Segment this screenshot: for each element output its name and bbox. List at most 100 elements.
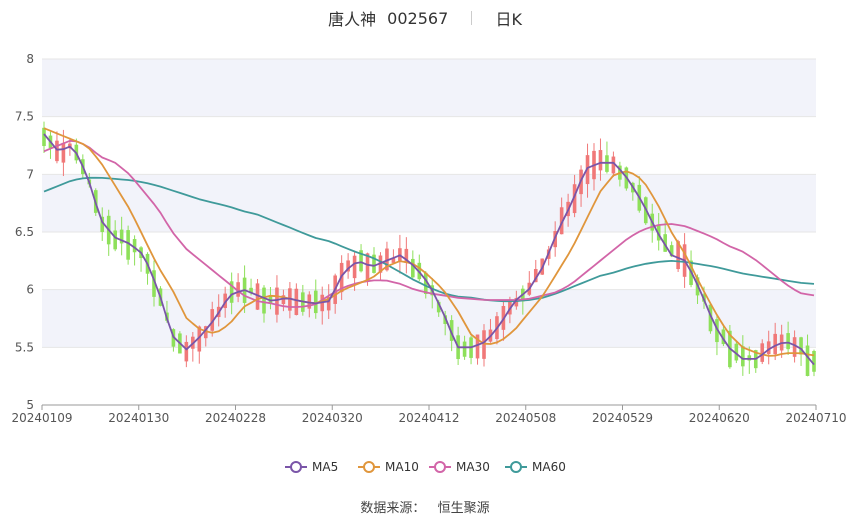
x-tick-label: 20240228 xyxy=(205,411,266,425)
source-name: 恒生聚源 xyxy=(437,501,490,516)
y-tick-label: 7.5 xyxy=(15,110,34,124)
legend-item-ma60[interactable]: MA60 xyxy=(505,460,566,474)
candle-body xyxy=(799,337,803,355)
candle-body xyxy=(281,295,286,305)
y-tick-label: 7 xyxy=(26,167,34,181)
candle-body xyxy=(119,229,124,244)
candle-body xyxy=(346,260,350,272)
legend-marker xyxy=(434,461,446,473)
x-axis: 20240109 20240130 20240228 20240320 20240412… xyxy=(11,404,847,425)
candle-body xyxy=(313,290,318,314)
band xyxy=(42,59,816,117)
legend-label: MA5 xyxy=(312,460,338,474)
candle-body xyxy=(229,281,234,303)
candle-body xyxy=(792,337,797,357)
candle-body xyxy=(721,329,726,345)
y-tick-label: 5 xyxy=(26,398,34,412)
candle-body xyxy=(61,142,66,163)
candle-body xyxy=(152,270,156,297)
band xyxy=(42,289,816,348)
candle-body xyxy=(210,309,215,331)
legend-item-ma30[interactable]: MA30 xyxy=(429,460,490,474)
legend-item-ma10[interactable]: MA10 xyxy=(358,460,419,474)
x-tick-label: 20240508 xyxy=(495,411,556,425)
candle-body xyxy=(249,287,253,294)
candle-body xyxy=(372,254,376,273)
candle-body xyxy=(715,319,719,343)
candle-body xyxy=(773,333,777,355)
candlestick-chart: 55.566.577.58 20240109 20240130 20240228 20… xyxy=(11,52,847,474)
candle-body xyxy=(475,334,480,359)
candle-body xyxy=(462,341,467,357)
candle-body xyxy=(113,230,117,250)
y-tick-label: 5.5 xyxy=(15,340,34,354)
period-label: 日K xyxy=(495,10,522,29)
candle-body xyxy=(100,216,105,233)
x-tick-label: 20240529 xyxy=(592,411,653,425)
legend-marker xyxy=(290,461,302,473)
background-bands xyxy=(42,59,816,348)
candle-body xyxy=(365,253,370,281)
legend[interactable]: MA5 MA10 MA30 MA60 xyxy=(285,460,566,474)
candle-body xyxy=(812,350,816,372)
candle-body xyxy=(385,248,389,271)
candle-body xyxy=(42,127,46,147)
candle-body xyxy=(294,288,299,315)
candle-body xyxy=(669,245,674,257)
legend-marker xyxy=(363,461,375,473)
candle-body xyxy=(404,248,409,264)
moving-average-lines xyxy=(43,127,815,366)
data-source: 数据来源： 恒生聚源 xyxy=(0,497,850,516)
candle-body xyxy=(786,333,790,350)
y-tick-label: 6.5 xyxy=(15,225,34,239)
x-tick-label: 20240620 xyxy=(689,411,750,425)
candle-body xyxy=(203,326,208,339)
chart-title: 唐人神 002567 日K xyxy=(0,6,850,30)
candle-body xyxy=(734,343,739,361)
candle-body xyxy=(572,184,577,214)
candle-body xyxy=(449,320,454,341)
candle-body xyxy=(598,150,603,171)
x-tick-label: 20240109 xyxy=(11,411,72,425)
candle-body xyxy=(436,301,441,313)
candle-body xyxy=(676,241,680,270)
candle-body xyxy=(423,272,428,295)
candle-body xyxy=(262,287,266,314)
candle-body xyxy=(184,341,189,362)
ma10-line xyxy=(43,127,815,357)
candle-body xyxy=(352,255,357,279)
y-tick-label: 6 xyxy=(26,283,34,297)
x-tick-label: 20240710 xyxy=(785,411,846,425)
candle-body xyxy=(307,294,312,309)
candle-body xyxy=(132,239,137,253)
candle-body xyxy=(747,355,752,361)
y-axis: 5 5.5 6 6.5 7 7.5 8 xyxy=(15,52,34,412)
y-tick-label: 8 xyxy=(26,52,34,66)
x-tick-label: 20240130 xyxy=(108,411,169,425)
candle-body xyxy=(359,250,363,272)
candle-body xyxy=(326,296,331,311)
candle-body xyxy=(197,326,202,352)
x-tick-label: 20240412 xyxy=(398,411,459,425)
candle-body xyxy=(514,297,519,307)
candle-body xyxy=(275,287,279,315)
candle-body xyxy=(255,283,260,310)
legend-item-ma5[interactable]: MA5 xyxy=(285,460,338,474)
title-divider xyxy=(471,11,473,25)
source-label: 数据来源： xyxy=(360,501,426,516)
candle-body xyxy=(741,346,745,367)
band xyxy=(42,174,816,232)
legend-marker xyxy=(510,461,522,473)
candle-body xyxy=(760,343,765,362)
candle-body xyxy=(663,234,667,252)
candle-body xyxy=(766,341,771,355)
ma30-line xyxy=(43,139,815,308)
legend-label: MA30 xyxy=(456,460,490,474)
candle-body xyxy=(805,345,810,376)
legend-label: MA60 xyxy=(532,460,566,474)
candle-body xyxy=(236,282,240,297)
ma5-line xyxy=(43,133,815,366)
candle-body xyxy=(55,140,59,162)
stock-name: 唐人神 xyxy=(328,10,377,29)
x-tick-label: 20240320 xyxy=(302,411,363,425)
